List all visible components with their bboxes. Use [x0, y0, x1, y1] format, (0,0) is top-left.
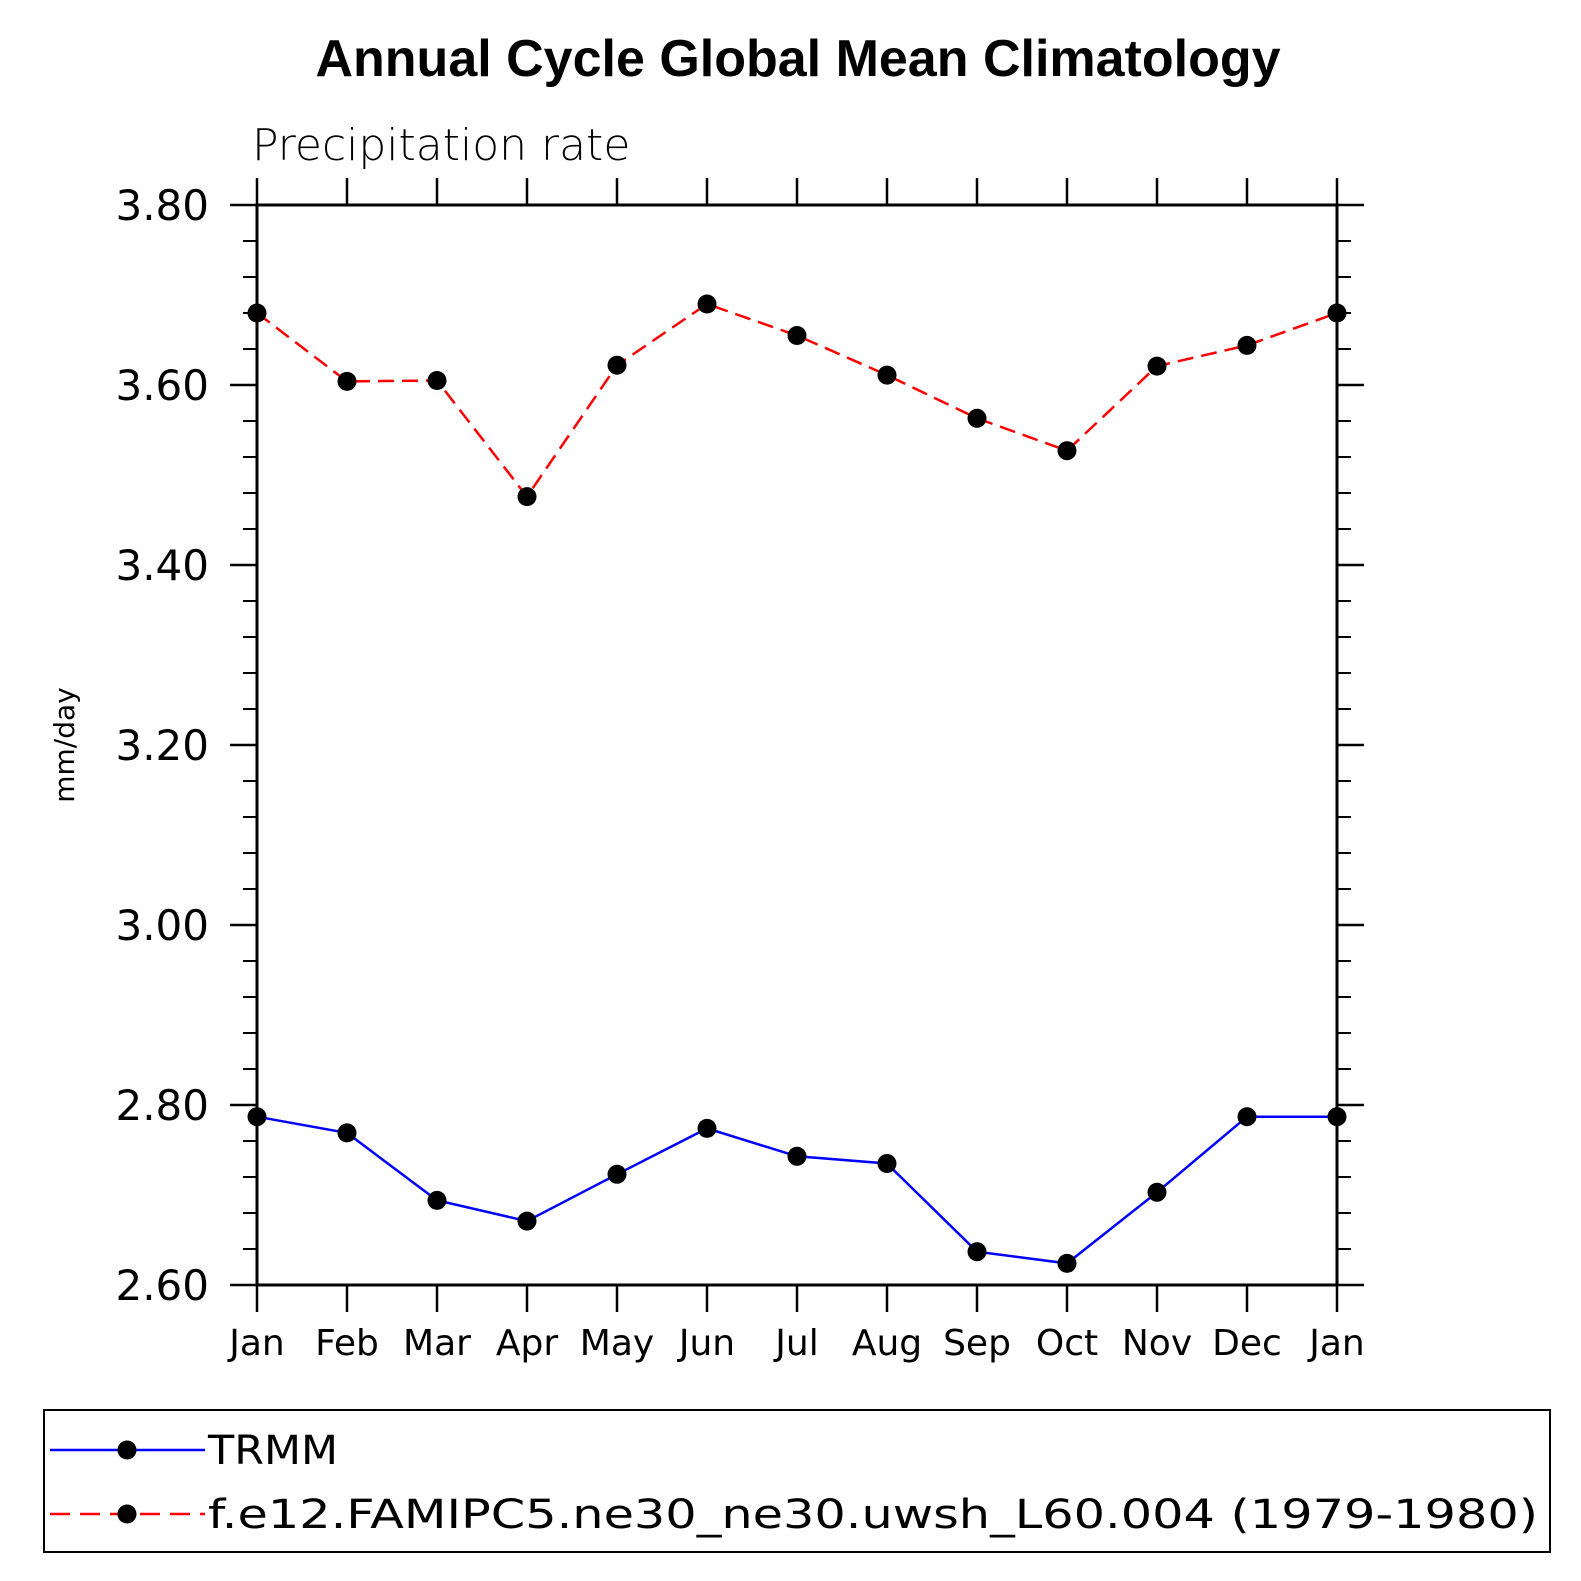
x-tick-label: Jan [227, 1323, 285, 1364]
y-tick-label: 3.60 [115, 361, 209, 410]
series-1-point [877, 365, 897, 385]
x-tick-labels: Jan Feb Mar Apr May Jun Jul Aug Sep Oct Nov Dec Jan [227, 1323, 1365, 1364]
series-0-point [427, 1190, 447, 1210]
y-tick-label: 3.80 [115, 181, 209, 230]
series-1-point [247, 303, 267, 323]
x-tick-label: Dec [1212, 1323, 1282, 1364]
series-0-point [1237, 1107, 1257, 1127]
series-0-point [607, 1164, 627, 1184]
series-1-point [1327, 303, 1347, 323]
series-1-point [517, 487, 537, 507]
series-1-point [967, 408, 987, 428]
chart-title: Annual Cycle Global Mean Climatology [315, 30, 1280, 88]
x-tick-label: May [580, 1323, 654, 1364]
legend: TRMM f.e12.FAMIPC5.ne30_ne30.uwsh_L60.004… [43, 1409, 1551, 1553]
series-0-point [697, 1118, 717, 1138]
series-1-point [1237, 335, 1257, 355]
series-0-point [247, 1107, 267, 1127]
series-0-point [787, 1146, 807, 1166]
series-0-point [337, 1123, 357, 1143]
y-tick-label: 3.40 [115, 541, 209, 590]
x-tick-label: Apr [496, 1323, 558, 1364]
legend-box [43, 1409, 1551, 1553]
x-tick-label: Aug [852, 1323, 922, 1364]
series-1-point [337, 371, 357, 391]
y-tick-label: 2.60 [115, 1261, 209, 1310]
series-1-point [697, 294, 717, 314]
y-tick-label: 3.20 [115, 721, 209, 770]
series-1-point [1057, 441, 1077, 461]
series-1-point [607, 355, 627, 375]
series-1-point [787, 326, 807, 345]
x-tick-label: Jan [1307, 1323, 1365, 1364]
chart-subtitle: Precipitation rate [252, 120, 630, 171]
y-tick-labels: 2.60 2.80 3.00 3.20 3.40 3.60 3.80 [115, 181, 209, 1310]
series-0-point [1147, 1182, 1167, 1202]
x-tick-label: Nov [1122, 1323, 1192, 1364]
x-tick-label: Sep [943, 1323, 1011, 1364]
x-tick-label: Oct [1036, 1323, 1098, 1364]
series-0-point [517, 1211, 537, 1231]
series-1-point [1147, 356, 1167, 376]
series-layer [247, 294, 1347, 1273]
x-tick-label: Jun [677, 1323, 735, 1364]
series-1-point [427, 371, 447, 390]
series-0-point [967, 1242, 987, 1262]
y-tick-label: 3.00 [115, 901, 209, 950]
series-line-0 [256, 1115, 1337, 1265]
major-ticks [230, 178, 1364, 1312]
series-0-point [1057, 1253, 1077, 1273]
x-tick-label: Feb [315, 1323, 379, 1364]
legend-entries: TRMM f.e12.FAMIPC5.ne30_ne30.uwsh_L60.004… [50, 1428, 1538, 1538]
plot-frame [255, 203, 1339, 1287]
legend-label-1: f.e12.FAMIPC5.ne30_ne30.uwsh_L60.004 (19… [208, 1492, 1538, 1538]
minor-ticks [243, 240, 1351, 1250]
legend-marker-1 [117, 1504, 137, 1524]
legend-label-0: TRMM [207, 1428, 338, 1474]
y-tick-label: 2.80 [115, 1081, 209, 1130]
y-axis-label: mm/day [48, 687, 81, 803]
x-tick-label: Mar [403, 1323, 471, 1364]
legend-marker-0 [117, 1440, 137, 1460]
x-tick-label: Jul [773, 1323, 818, 1364]
series-0-point [877, 1154, 897, 1173]
series-0-point [1327, 1107, 1347, 1127]
